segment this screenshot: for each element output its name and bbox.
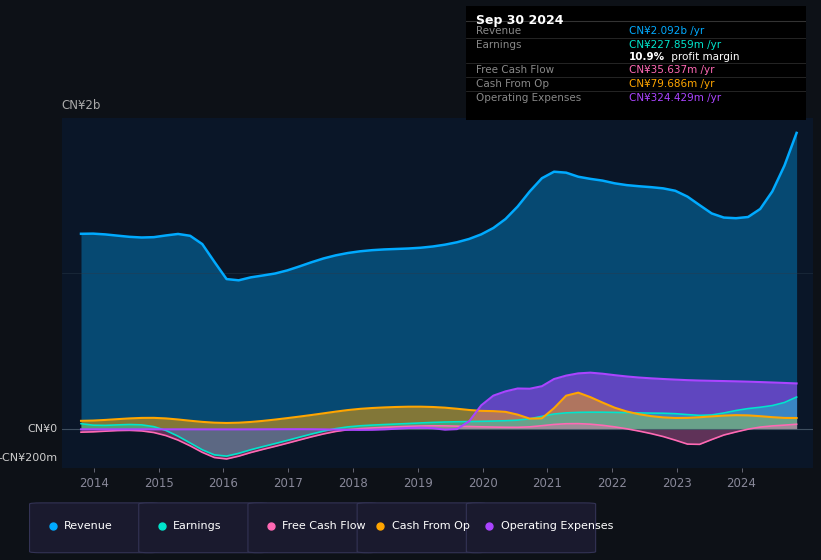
FancyBboxPatch shape: [139, 503, 268, 553]
Text: CN¥35.637m /yr: CN¥35.637m /yr: [629, 66, 714, 75]
Text: Operating Expenses: Operating Expenses: [501, 521, 613, 531]
Text: -CN¥200m: -CN¥200m: [0, 452, 57, 463]
Text: Cash From Op: Cash From Op: [392, 521, 470, 531]
Text: Free Cash Flow: Free Cash Flow: [475, 66, 554, 75]
Text: CN¥2.092b /yr: CN¥2.092b /yr: [629, 26, 704, 36]
Text: Operating Expenses: Operating Expenses: [475, 93, 581, 103]
Text: CN¥0: CN¥0: [28, 424, 57, 435]
Text: Revenue: Revenue: [475, 26, 521, 36]
Text: Free Cash Flow: Free Cash Flow: [282, 521, 366, 531]
Text: Earnings: Earnings: [173, 521, 222, 531]
Text: CN¥227.859m /yr: CN¥227.859m /yr: [629, 40, 721, 50]
FancyBboxPatch shape: [30, 503, 159, 553]
Text: Cash From Op: Cash From Op: [475, 79, 548, 89]
FancyBboxPatch shape: [466, 503, 596, 553]
Text: CN¥324.429m /yr: CN¥324.429m /yr: [629, 93, 721, 103]
FancyBboxPatch shape: [357, 503, 486, 553]
Text: 10.9%: 10.9%: [629, 52, 665, 62]
FancyBboxPatch shape: [248, 503, 377, 553]
Text: CN¥2b: CN¥2b: [62, 99, 101, 112]
Text: Sep 30 2024: Sep 30 2024: [475, 13, 563, 27]
Text: Revenue: Revenue: [64, 521, 112, 531]
Text: profit margin: profit margin: [668, 52, 740, 62]
Text: CN¥79.686m /yr: CN¥79.686m /yr: [629, 79, 714, 89]
Text: Earnings: Earnings: [475, 40, 521, 50]
